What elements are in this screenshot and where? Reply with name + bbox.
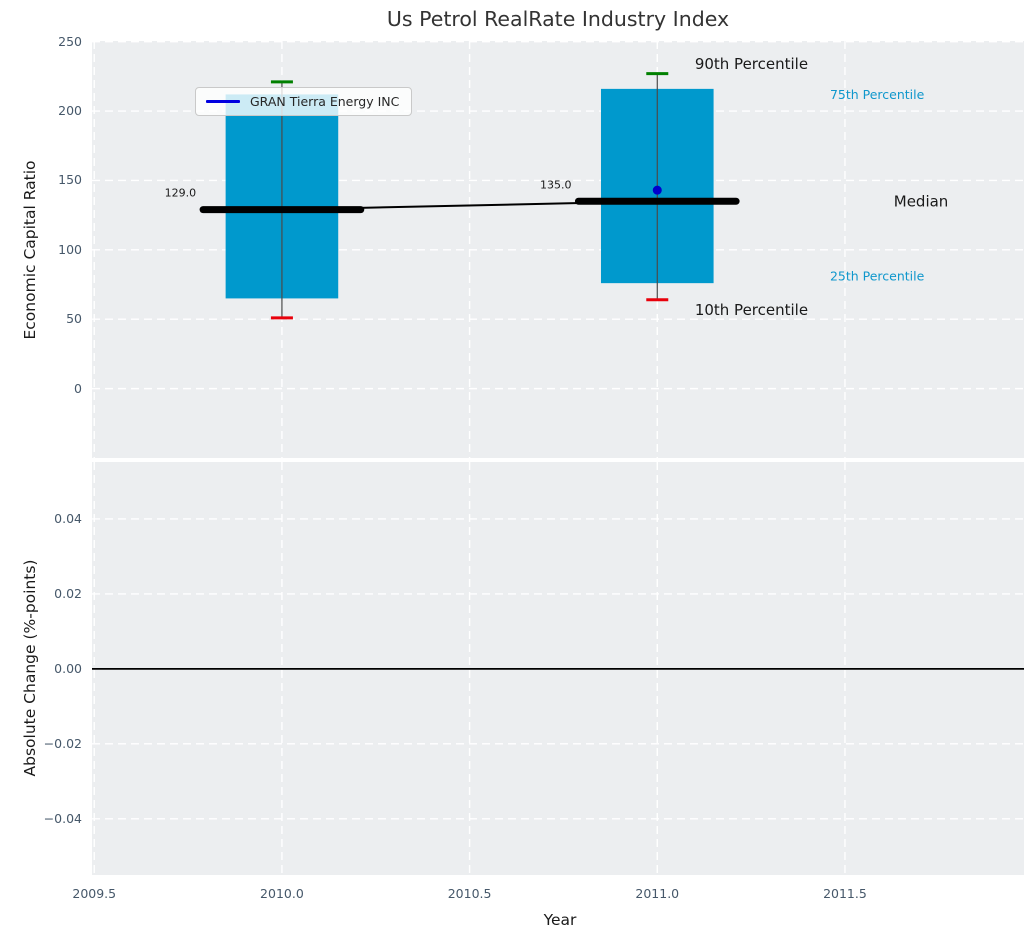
- x-tick-label: 2009.5: [72, 886, 117, 901]
- annotation-90th-percentile: 90th Percentile: [695, 55, 808, 73]
- y-tick-label: 0: [74, 380, 82, 396]
- y-tick-label: 150: [58, 172, 82, 188]
- bottom-axes-canvas: [92, 462, 1024, 875]
- x-tick-label: 2011.5: [823, 886, 867, 901]
- y-tick-label: 0.02: [54, 585, 82, 601]
- top-axes: 129.0 135.0 90th Percentile 75th Percentile…: [92, 40, 1024, 458]
- legend-line-swatch: [206, 100, 240, 103]
- chart-title: Us Petrol RealRate Industry Index: [386, 7, 730, 31]
- y-tick-label: 100: [58, 241, 82, 257]
- median-value-label-2011: 135.0: [540, 178, 572, 191]
- legend: GRAN Tierra Energy INC: [195, 87, 413, 116]
- annotation-10th-percentile: 10th Percentile: [695, 301, 808, 319]
- x-tick-label: 2010.5: [447, 886, 492, 901]
- bottom-axes: [92, 462, 1024, 875]
- y-tick-label: 200: [58, 103, 82, 119]
- top-axes-canvas: 129.0 135.0 90th Percentile 75th Percentile…: [92, 40, 1024, 458]
- y-tick-label: −0.02: [43, 735, 82, 751]
- x-axis-label: Year: [543, 911, 577, 929]
- y-tick-label: 50: [66, 311, 82, 327]
- x-tick-label: 2011.0: [635, 886, 680, 901]
- y-tick-label: 0.00: [54, 660, 82, 676]
- x-tick-label: 2010.0: [260, 886, 304, 901]
- annotation-75th-percentile: 75th Percentile: [830, 87, 925, 102]
- legend-label: GRAN Tierra Energy INC: [250, 94, 400, 109]
- y-tick-label: 0.04: [54, 510, 82, 526]
- annotation-25th-percentile: 25th Percentile: [830, 269, 925, 284]
- y-tick-label: 250: [58, 33, 82, 49]
- annotation-median: Median: [894, 193, 949, 211]
- company-point: [652, 185, 662, 195]
- median-value-label-2010: 129.0: [165, 187, 197, 200]
- y-tick-label: −0.04: [43, 810, 82, 826]
